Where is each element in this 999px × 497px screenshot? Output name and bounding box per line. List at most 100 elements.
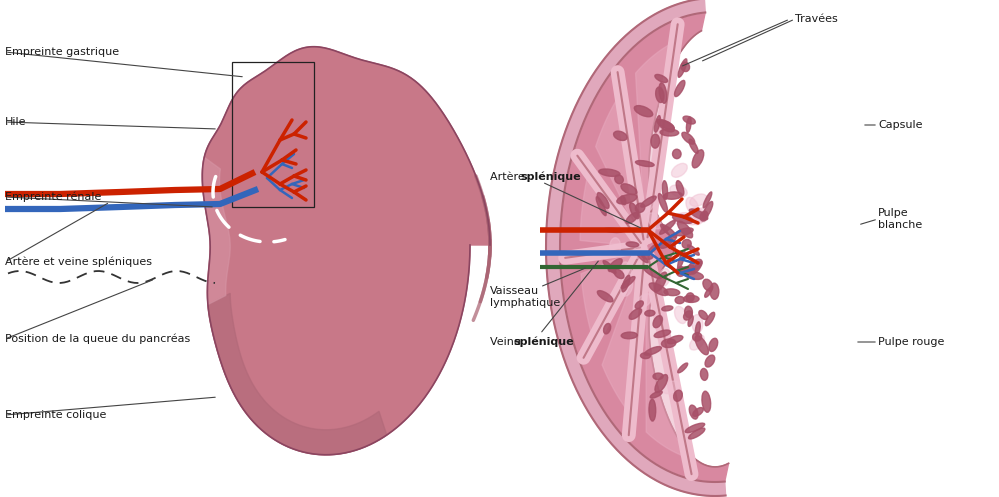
- Ellipse shape: [677, 363, 687, 373]
- Ellipse shape: [689, 194, 707, 206]
- Ellipse shape: [689, 209, 707, 220]
- Ellipse shape: [699, 311, 707, 320]
- Ellipse shape: [620, 279, 632, 296]
- Ellipse shape: [621, 184, 637, 195]
- Ellipse shape: [655, 75, 667, 83]
- Ellipse shape: [686, 197, 698, 214]
- Ellipse shape: [683, 296, 699, 303]
- Ellipse shape: [687, 245, 699, 255]
- Text: Veine: Veine: [490, 337, 524, 347]
- Ellipse shape: [655, 87, 664, 102]
- Ellipse shape: [644, 346, 661, 355]
- Ellipse shape: [677, 266, 690, 274]
- Ellipse shape: [661, 339, 676, 347]
- Ellipse shape: [685, 423, 704, 432]
- Ellipse shape: [620, 196, 625, 205]
- Ellipse shape: [695, 322, 700, 335]
- Ellipse shape: [677, 250, 685, 269]
- Ellipse shape: [621, 332, 637, 339]
- Ellipse shape: [659, 121, 674, 132]
- Ellipse shape: [649, 283, 668, 296]
- Ellipse shape: [692, 332, 701, 341]
- Ellipse shape: [689, 405, 698, 419]
- Ellipse shape: [684, 271, 703, 279]
- Polygon shape: [595, 95, 644, 243]
- Ellipse shape: [700, 211, 708, 221]
- Ellipse shape: [667, 335, 683, 344]
- Ellipse shape: [686, 293, 694, 302]
- Text: Empreinte colique: Empreinte colique: [5, 410, 106, 420]
- Ellipse shape: [644, 310, 655, 316]
- Ellipse shape: [687, 212, 703, 225]
- Bar: [232, 62, 314, 207]
- Ellipse shape: [631, 245, 647, 258]
- Ellipse shape: [678, 59, 687, 78]
- Ellipse shape: [693, 208, 706, 225]
- Ellipse shape: [689, 139, 698, 154]
- Text: Hile: Hile: [5, 117, 27, 127]
- Text: Pulpe
blanche: Pulpe blanche: [878, 208, 922, 230]
- Ellipse shape: [683, 311, 692, 320]
- Ellipse shape: [597, 193, 609, 208]
- Ellipse shape: [659, 83, 666, 103]
- Ellipse shape: [673, 213, 691, 224]
- Ellipse shape: [695, 335, 708, 355]
- Ellipse shape: [683, 116, 695, 124]
- Ellipse shape: [651, 134, 659, 148]
- Ellipse shape: [637, 252, 648, 263]
- Ellipse shape: [659, 239, 671, 248]
- Ellipse shape: [648, 244, 657, 253]
- Ellipse shape: [710, 283, 719, 299]
- Ellipse shape: [672, 214, 693, 224]
- Text: Pulpe rouge: Pulpe rouge: [878, 337, 944, 347]
- Polygon shape: [546, 0, 725, 496]
- Ellipse shape: [649, 399, 655, 421]
- Ellipse shape: [635, 161, 654, 166]
- Polygon shape: [580, 177, 642, 247]
- Ellipse shape: [660, 129, 678, 136]
- Ellipse shape: [662, 381, 679, 394]
- Ellipse shape: [609, 238, 620, 256]
- Text: Empreinte rénale: Empreinte rénale: [5, 192, 101, 202]
- Ellipse shape: [641, 253, 653, 259]
- Ellipse shape: [636, 294, 652, 308]
- Ellipse shape: [621, 276, 635, 288]
- Ellipse shape: [692, 408, 703, 416]
- Polygon shape: [202, 157, 230, 305]
- Ellipse shape: [709, 338, 717, 351]
- Text: Travées: Travées: [795, 14, 838, 24]
- Ellipse shape: [635, 301, 643, 309]
- Text: Capsule: Capsule: [878, 120, 922, 130]
- Ellipse shape: [681, 62, 689, 72]
- Ellipse shape: [597, 291, 613, 302]
- Ellipse shape: [704, 287, 712, 297]
- Ellipse shape: [608, 258, 622, 272]
- Ellipse shape: [650, 391, 662, 398]
- Polygon shape: [560, 12, 728, 482]
- Ellipse shape: [620, 262, 632, 280]
- Polygon shape: [646, 254, 683, 456]
- Ellipse shape: [616, 194, 637, 204]
- Text: splénique: splénique: [520, 172, 580, 182]
- Ellipse shape: [671, 164, 687, 177]
- Ellipse shape: [705, 312, 714, 326]
- Ellipse shape: [643, 267, 661, 279]
- Ellipse shape: [598, 169, 620, 176]
- Ellipse shape: [640, 196, 656, 207]
- Ellipse shape: [674, 81, 685, 96]
- Ellipse shape: [635, 203, 644, 213]
- Ellipse shape: [660, 224, 676, 238]
- Text: splénique: splénique: [513, 337, 573, 347]
- Ellipse shape: [603, 324, 610, 334]
- Ellipse shape: [676, 266, 685, 276]
- Ellipse shape: [640, 353, 650, 359]
- Ellipse shape: [659, 220, 675, 234]
- Ellipse shape: [603, 228, 623, 233]
- Ellipse shape: [702, 391, 710, 413]
- Ellipse shape: [672, 149, 681, 159]
- Ellipse shape: [596, 197, 606, 216]
- Ellipse shape: [629, 309, 641, 320]
- Polygon shape: [635, 44, 671, 241]
- Ellipse shape: [614, 175, 623, 184]
- Text: Artère et veine spléniques: Artère et veine spléniques: [5, 257, 152, 267]
